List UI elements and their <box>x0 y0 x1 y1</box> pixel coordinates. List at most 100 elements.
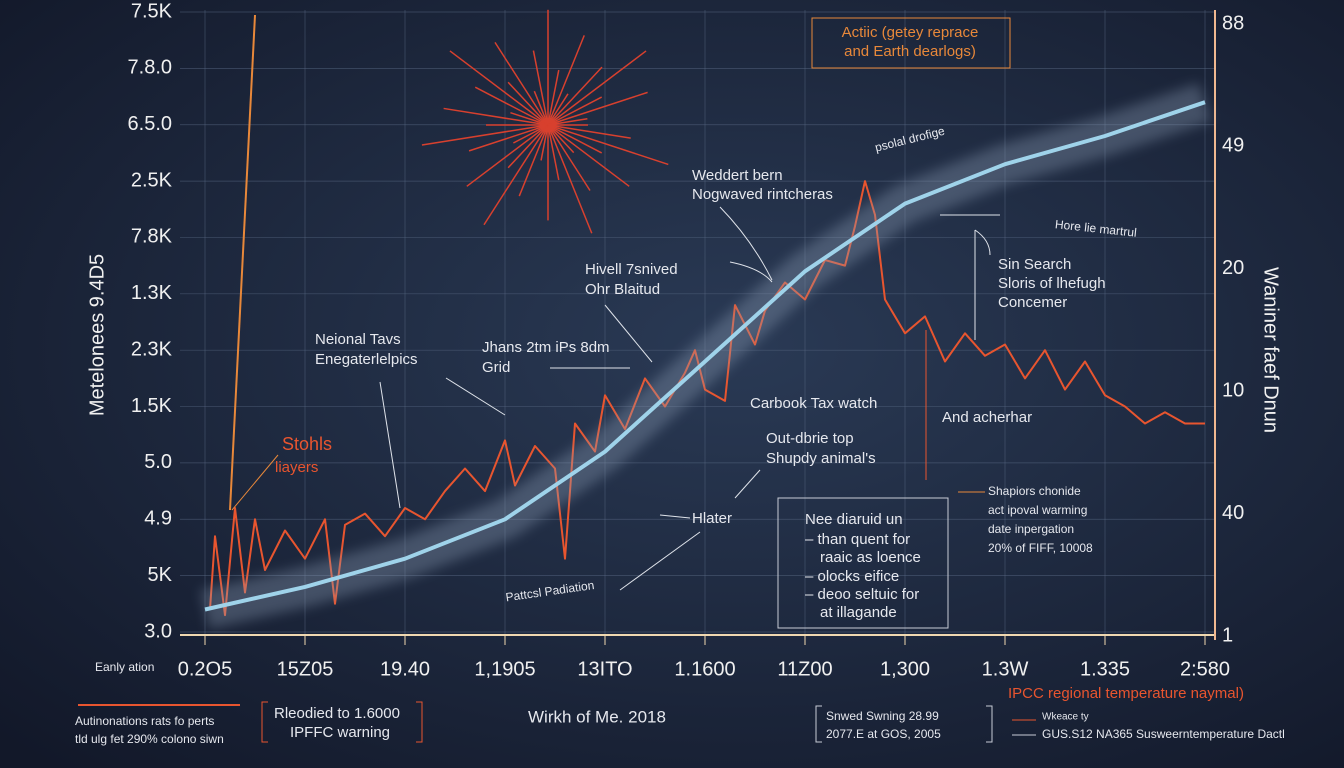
x-tick-label: 1.335 <box>1080 658 1130 680</box>
y2-axis-title: Waniner faef Dnun <box>1260 267 1282 433</box>
sun-ray <box>540 124 549 161</box>
orange-line <box>229 14 256 511</box>
y2-tick-label: 40 <box>1222 502 1244 524</box>
x-axis-title: Eanly ation <box>95 660 154 674</box>
annotation: Sloris of lhefugh <box>998 275 1106 292</box>
annotation: Neional Tavs <box>315 331 401 348</box>
sun-ray <box>547 124 575 154</box>
bracket <box>815 705 993 743</box>
sun-ray <box>547 124 591 191</box>
y2-tick-label: 88 <box>1222 12 1244 34</box>
x-tick-label: 15Z05 <box>277 658 334 680</box>
annotation: liayers <box>275 459 318 476</box>
y2-tick-label: 1 <box>1222 624 1233 646</box>
sun-ray <box>547 91 648 126</box>
annotation: – deoo seltuic for <box>805 586 919 603</box>
note: GUS.S12 NA365 Susweerntemperature Dactl <box>1042 727 1285 741</box>
annotation: at illagande <box>820 604 897 621</box>
sun-ray <box>510 111 549 126</box>
sunburst <box>421 9 669 234</box>
annotation: Jhans 2tm iPs 8dm <box>482 339 610 356</box>
annotation: Carbook Tax watch <box>750 395 877 412</box>
note: 2077.E at GOS, 2005 <box>826 727 941 741</box>
x-tick-label: 1.3W <box>982 658 1029 680</box>
note: tld ulg fet 290% colono siwn <box>75 732 224 746</box>
annotation: Ohr Blaitud <box>585 281 660 298</box>
y-axis-title: Metelonees 9.4D5 <box>86 254 108 416</box>
note: Wkeace ty <box>1042 712 1089 723</box>
sun-ray <box>494 41 549 126</box>
annotation: date inpergation <box>988 522 1074 536</box>
sun-ray <box>443 107 549 126</box>
annotation: Actiic (getey reprace <box>842 24 979 41</box>
sun-ray <box>483 124 549 226</box>
sun-ray <box>547 124 631 139</box>
y-tick-label: 7.8.0 <box>128 57 172 79</box>
annotation: Concemer <box>998 294 1067 311</box>
y2-tick-label: 49 <box>1222 135 1244 157</box>
sun-ray <box>547 35 585 126</box>
leader-lines <box>379 206 1000 591</box>
sun-ray <box>507 124 549 169</box>
leader-line <box>231 454 279 511</box>
sun-ray <box>547 96 603 126</box>
x-tick-label: 0.2O5 <box>178 658 232 680</box>
x-tick-label: 1.1600 <box>674 658 735 680</box>
sun-ray <box>468 124 549 152</box>
annotation: Shapiors chonide <box>988 484 1081 498</box>
annotation: Grid <box>482 359 510 376</box>
sun-ray <box>547 50 647 126</box>
note: Wirkh of Me. 2018 <box>528 707 666 726</box>
note: Autinonations rats fo perts <box>75 714 214 728</box>
sun-ray <box>513 124 549 144</box>
sun-ray <box>547 124 603 154</box>
y-tick-label: 4.9 <box>144 508 172 530</box>
annotation: raaic as loence <box>820 549 921 566</box>
annotation: 20% of FIFF, 10008 <box>988 541 1093 555</box>
y-tick-label: 1.3K <box>131 282 173 304</box>
sun-ray <box>518 124 549 197</box>
x-tick-label: 11Z00 <box>777 658 832 680</box>
note: IPFFC warning <box>290 724 390 741</box>
annotation: And acherhar <box>942 409 1032 426</box>
annotation: Weddert bern <box>692 167 783 184</box>
annotation: act ipoval warming <box>988 503 1087 517</box>
sun-ray <box>507 81 549 126</box>
y-tick-label: 5K <box>148 564 173 586</box>
sun-ray <box>547 93 569 126</box>
annotation: Nee diaruid un <box>805 511 903 528</box>
note: Snwed Swning 28.99 <box>826 709 939 723</box>
y-tick-label: 7.5K <box>131 0 173 22</box>
annotation: – olocks eifice <box>805 568 899 585</box>
x-tick-label: 2:580 <box>1180 658 1230 680</box>
sun-ray <box>533 90 549 126</box>
annotation: – than quent for <box>805 531 910 548</box>
annotation: Sin Search <box>998 256 1071 273</box>
annotation: Stohls <box>282 434 332 454</box>
note: IPCC regional temperature naymal) <box>1008 685 1244 702</box>
annotation: Out-dbrie top <box>766 430 854 447</box>
sun-ray <box>532 50 549 126</box>
note: Rleodied to 1.6000 <box>274 705 400 722</box>
bracket <box>261 701 423 743</box>
sun-ray <box>547 124 593 234</box>
sun-ray <box>547 118 588 126</box>
sun-ray <box>547 124 669 166</box>
grid <box>180 10 1215 635</box>
series-line <box>204 100 1206 612</box>
x-tick-label: 13ITO <box>577 658 632 680</box>
annotation: Nogwaved rintcheras <box>692 186 833 203</box>
annotation: Hivell 7snived <box>585 261 678 278</box>
annotation: and Earth dearlogs) <box>844 43 976 60</box>
y2-tick-label: 20 <box>1222 257 1244 279</box>
y-tick-label: 7.8K <box>131 226 173 248</box>
y-tick-label: 1.5K <box>131 395 173 417</box>
sun-ray <box>547 124 560 181</box>
sun-ray <box>547 124 630 187</box>
y-tick-label: 6.5.0 <box>128 113 172 135</box>
sun-ray <box>474 86 549 126</box>
x-tick-label: 1,1905 <box>474 658 535 680</box>
x-tick-label: 19.40 <box>380 658 430 680</box>
note-box <box>777 497 949 629</box>
